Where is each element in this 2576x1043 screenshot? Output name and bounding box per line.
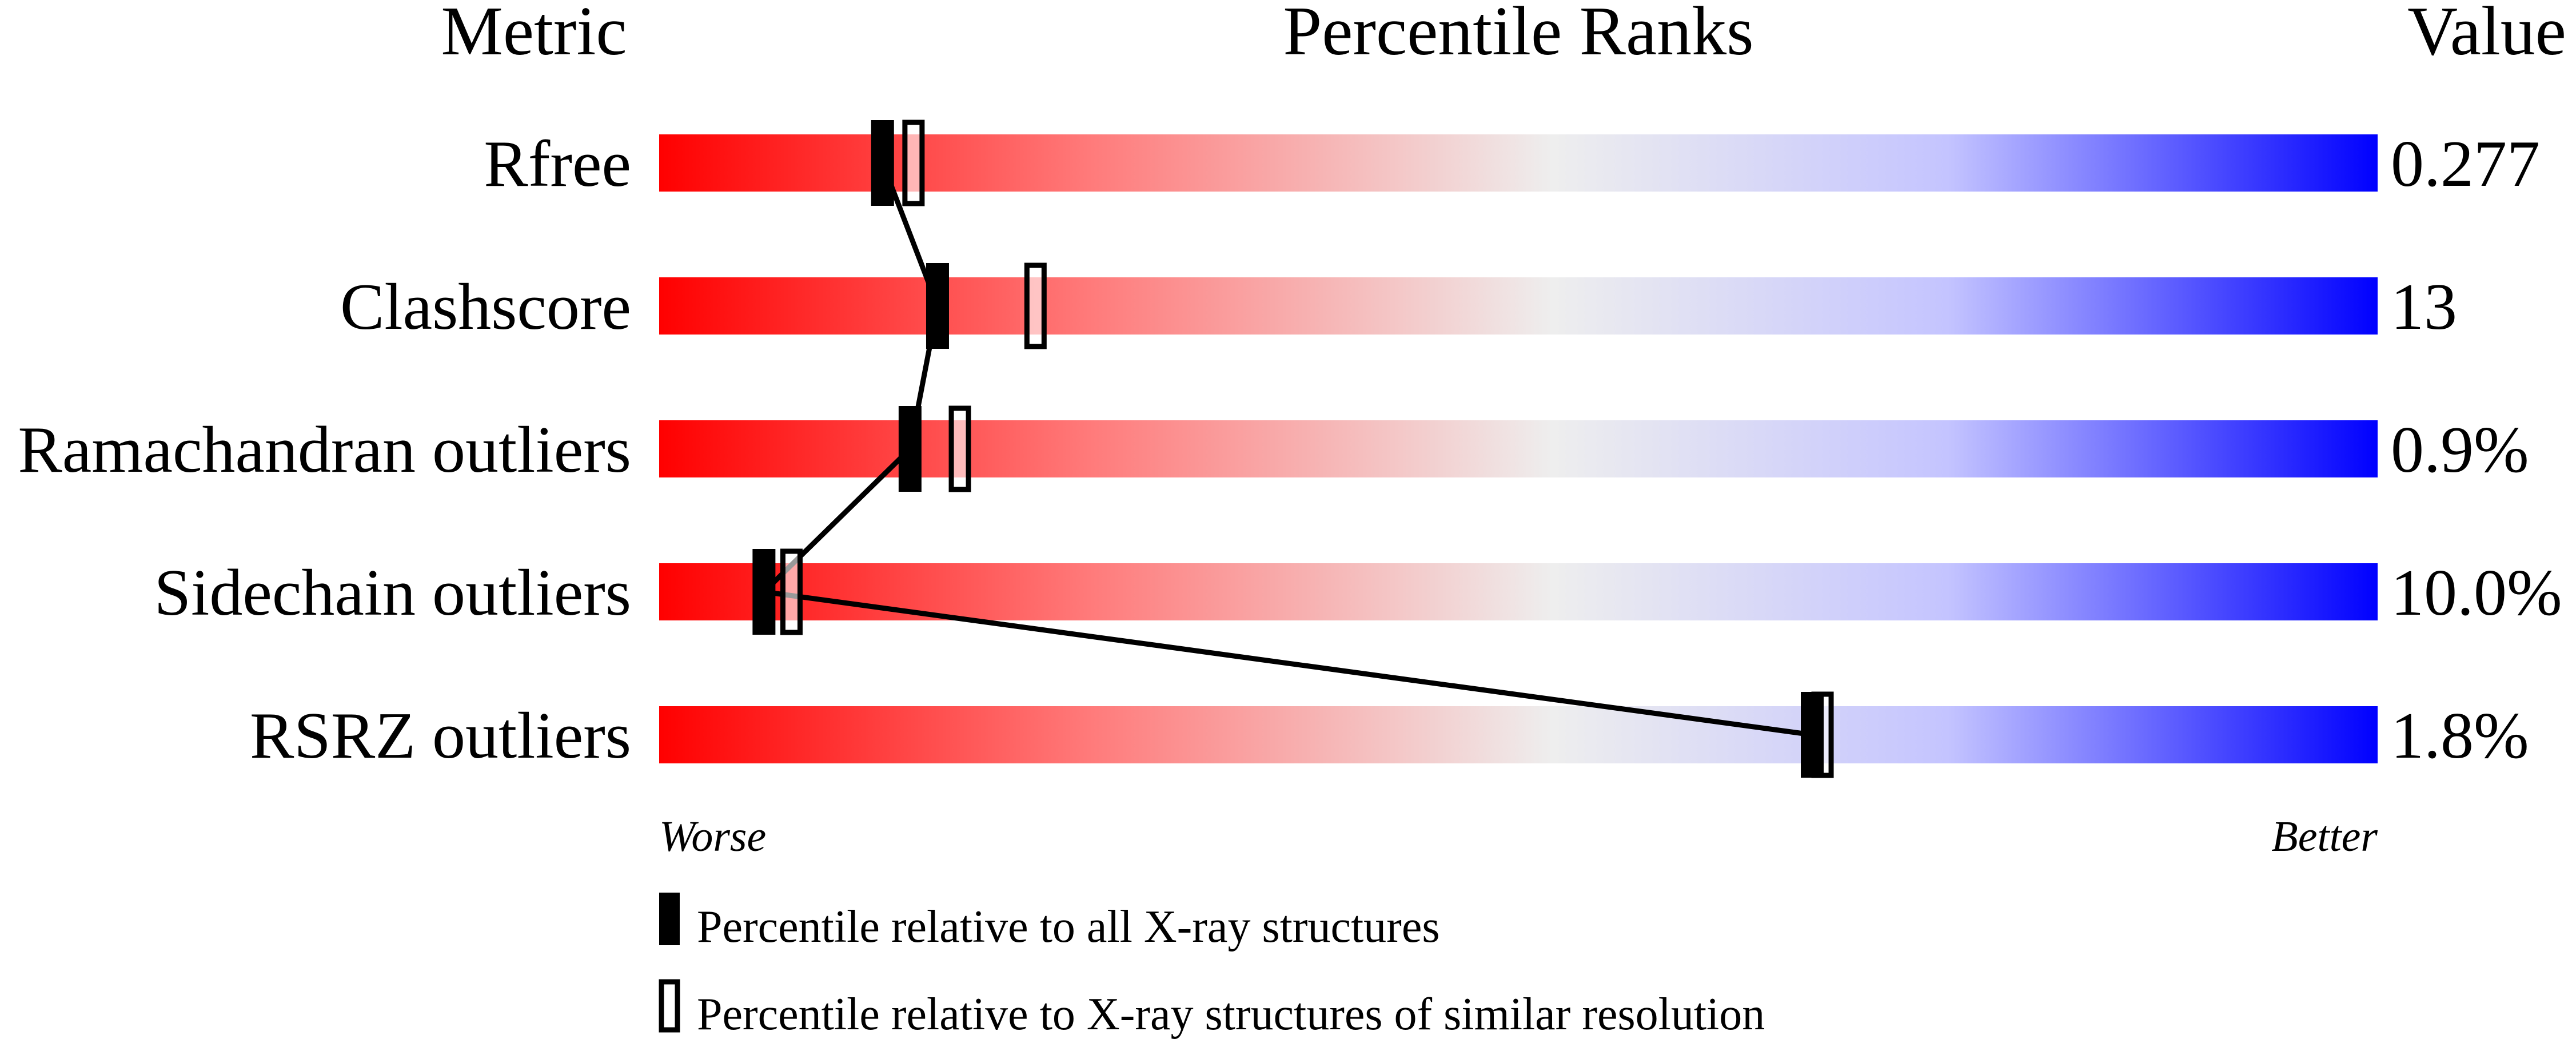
percentile-bar bbox=[659, 134, 2378, 192]
metric-value: 13 bbox=[2391, 270, 2457, 344]
percentile-bar bbox=[659, 706, 2378, 763]
legend-filled-marker bbox=[659, 893, 680, 945]
marker-all-structures bbox=[752, 549, 776, 635]
header-percentile-ranks: Percentile Ranks bbox=[1283, 0, 1753, 70]
legend-label-similar: Percentile relative to X-ray structures … bbox=[697, 989, 1765, 1040]
metric-label: Ramachandran outliers bbox=[18, 413, 631, 487]
metric-value: 0.9% bbox=[2391, 413, 2529, 487]
metric-value: 10.0% bbox=[2391, 556, 2562, 630]
marker-similar-resolution bbox=[1024, 262, 1047, 349]
header-value: Value bbox=[2407, 0, 2566, 70]
metric-label: Sidechain outliers bbox=[154, 556, 631, 630]
percentile-bar bbox=[659, 277, 2378, 335]
marker-all-structures bbox=[1801, 692, 1824, 778]
metric-label: RSRZ outliers bbox=[250, 699, 631, 773]
marker-similar-resolution bbox=[948, 405, 971, 492]
metric-value: 0.277 bbox=[2391, 128, 2540, 201]
metric-value: 1.8% bbox=[2391, 699, 2529, 773]
legend-label-all: Percentile relative to all X-ray structu… bbox=[697, 902, 1439, 952]
header-metric: Metric bbox=[441, 0, 627, 70]
percentile-bar bbox=[659, 420, 2378, 477]
axis-label-worse: Worse bbox=[659, 813, 766, 861]
axis-label-better: Better bbox=[2271, 813, 2378, 861]
marker-all-structures bbox=[926, 263, 949, 349]
marker-similar-resolution bbox=[902, 120, 925, 206]
legend-open-marker bbox=[659, 979, 680, 1033]
marker-similar-resolution bbox=[780, 548, 803, 635]
metric-label: Rfree bbox=[484, 128, 631, 201]
marker-all-structures bbox=[871, 120, 894, 206]
marker-all-structures bbox=[898, 406, 922, 492]
metric-label: Clashscore bbox=[340, 270, 631, 344]
percentile-bar bbox=[659, 563, 2378, 620]
